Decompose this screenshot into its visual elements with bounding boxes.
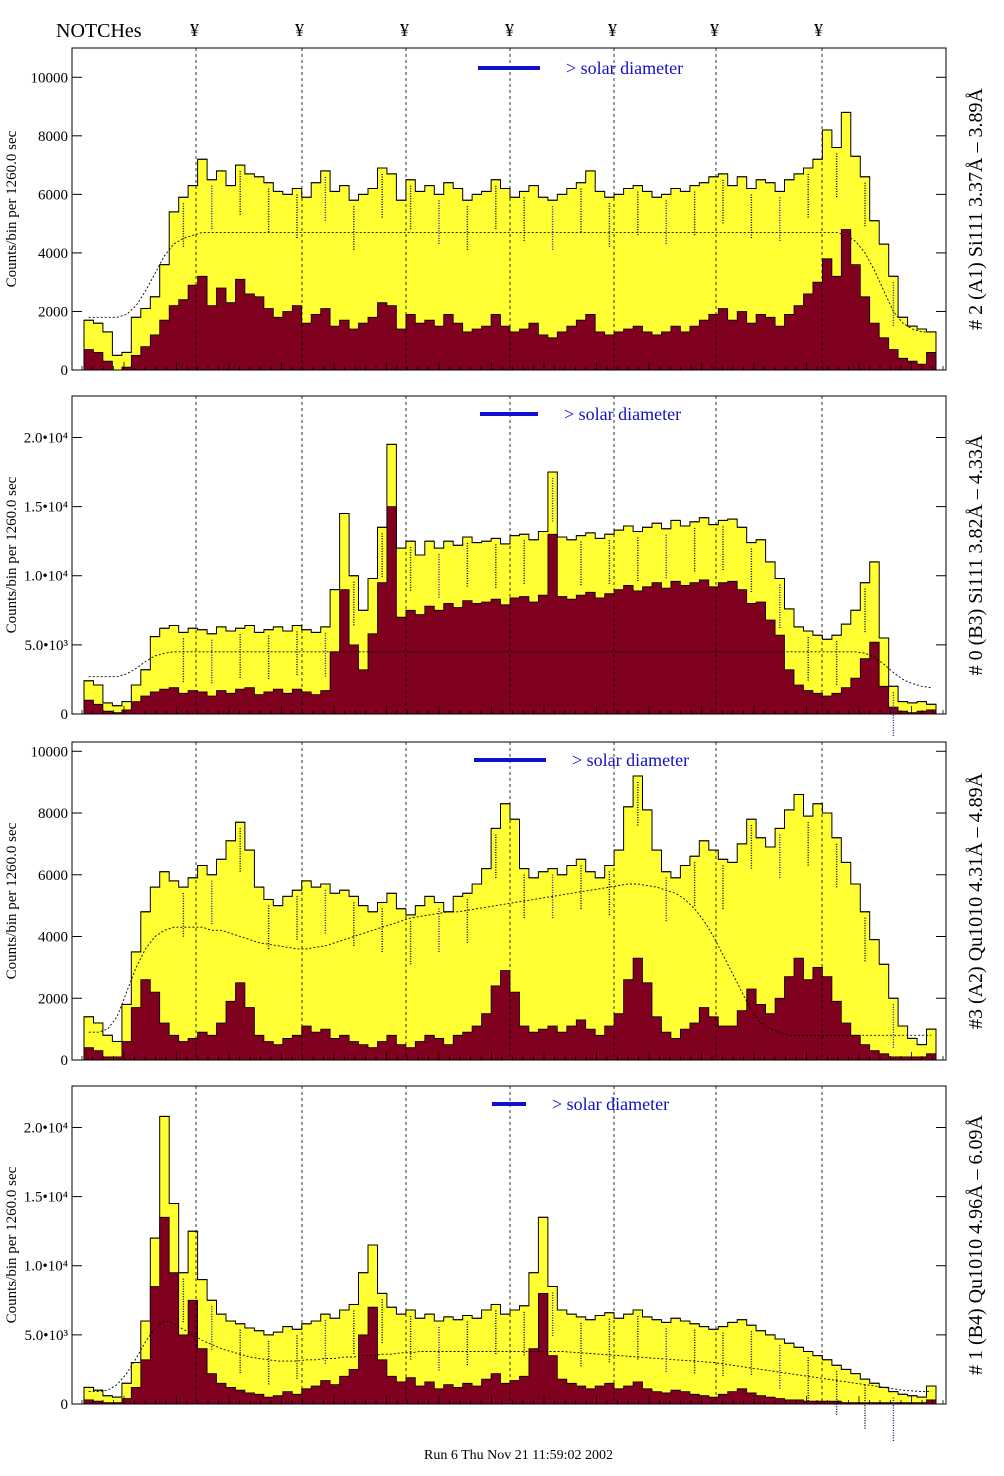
y-axis-label: Counts/bin per 1260.0 sec: [4, 1166, 20, 1323]
y-tick-label: 2000: [38, 991, 68, 1007]
y-tick-label: 2.0•10⁴: [24, 430, 68, 446]
chart-panel-b3: 0 5.0•10³ 1.0•10⁴ 1.5•10⁴ 2.0•10⁴ > solar dia…: [4, 395, 987, 737]
detail-series-area: [83, 957, 937, 1061]
y-tick-label: 1.0•10⁴: [24, 1259, 68, 1275]
y-tick-label: 6000: [38, 187, 68, 203]
chart-panel-a2: 0 2000 4000 6000 8000 10000 > solar diameter Co…: [4, 741, 987, 1069]
y-tick-label: 1.5•10⁴: [24, 500, 68, 516]
notch-marker-7: ¥: [814, 20, 823, 40]
notch-marker-3: ¥: [400, 20, 409, 40]
y-tick-label: 1.5•10⁴: [24, 1190, 68, 1206]
y-tick-label: 4000: [38, 930, 68, 946]
notch-marker-1: ¥: [190, 20, 199, 40]
chart-panel-a1: 0 2000 4000 6000 8000 10000 > solar diameter Co…: [4, 47, 987, 379]
legend-label: > solar diameter: [564, 404, 681, 424]
y-tick-label: 10000: [31, 744, 69, 760]
panel-title: # 2 (A1) Si111 3.37Å – 3.89Å: [965, 88, 987, 330]
notches-label: NOTCHes: [56, 20, 142, 42]
y-tick-label: 0: [61, 707, 69, 723]
y-axis-label: Counts/bin per 1260.0 sec: [4, 130, 20, 287]
y-tick-label: 10000: [31, 70, 69, 86]
detail-series-area: [83, 1216, 937, 1405]
notches-header: NOTCHes ¥ ¥ ¥ ¥ ¥ ¥ ¥: [0, 0, 1004, 46]
y-tick-label: 5.0•10³: [25, 638, 69, 654]
legend-label: > solar diameter: [572, 750, 689, 770]
chart-panel-b4: 0 5.0•10³ 1.0•10⁴ 1.5•10⁴ 2.0•10⁴ > solar dia…: [4, 1085, 987, 1442]
y-tick-label: 2.0•10⁴: [24, 1120, 68, 1136]
panel-title: # 1 (B4) Qu1010 4.96Å – 6.09Å: [965, 1114, 987, 1375]
plot-frame: [71, 741, 947, 1061]
y-tick-label: 4000: [38, 246, 68, 262]
plot-frame: [71, 1085, 947, 1405]
y-tick-label: 0: [61, 363, 69, 379]
plot-frame: [71, 395, 947, 715]
notch-marker-5: ¥: [608, 20, 617, 40]
notch-marker-6: ¥: [710, 20, 719, 40]
run-footer: Run 6 Thu Nov 21 11:59:02 2002: [424, 1448, 614, 1463]
detail-series-area: [83, 506, 937, 715]
y-tick-label: 8000: [38, 129, 68, 145]
y-tick-label: 5.0•10³: [25, 1328, 69, 1344]
legend-label: > solar diameter: [552, 1094, 669, 1114]
plot-frame: [71, 47, 947, 371]
y-tick-label: 1.0•10⁴: [24, 569, 68, 585]
model-curve: [88, 883, 932, 1036]
y-tick-label: 0: [61, 1053, 69, 1069]
model-curve: [88, 651, 932, 689]
model-curve: [88, 231, 932, 333]
notch-marker-4: ¥: [505, 20, 514, 40]
y-axis-label: Counts/bin per 1260.0 sec: [4, 476, 20, 633]
y-tick-label: 0: [61, 1397, 69, 1413]
y-tick-label: 6000: [38, 868, 68, 884]
panel-title: # 0 (B3) Si111 3.82Å – 4.33Å: [965, 434, 987, 675]
y-tick-label: 8000: [38, 806, 68, 822]
panel-title: #3 (A2) Qu1010 4.31Å – 4.89Å: [965, 772, 987, 1029]
notch-marker-2: ¥: [295, 20, 304, 40]
y-tick-label: 2000: [38, 304, 68, 320]
y-axis-label: Counts/bin per 1260.0 sec: [4, 822, 20, 979]
legend-label: > solar diameter: [566, 58, 683, 78]
